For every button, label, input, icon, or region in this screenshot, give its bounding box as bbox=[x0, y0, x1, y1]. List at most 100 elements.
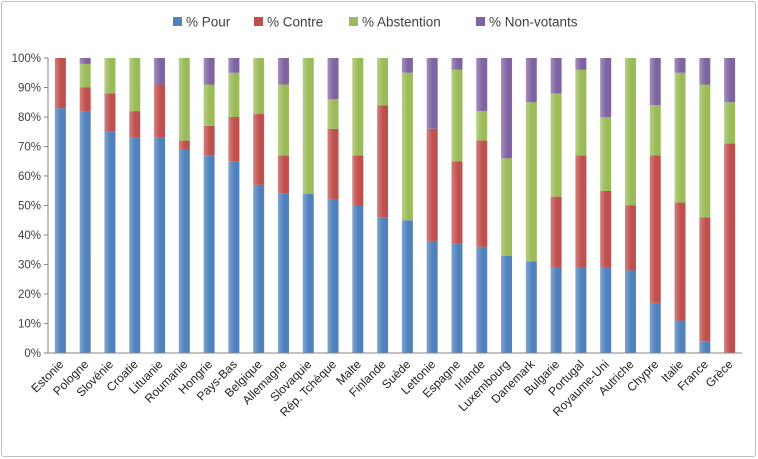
bar-segment bbox=[352, 205, 364, 353]
x-axis: EstoniePologneSlovénieCroatieLituanieRou… bbox=[28, 352, 742, 419]
bar-stack bbox=[302, 58, 314, 353]
bar-segment bbox=[277, 84, 289, 156]
bar-segment bbox=[327, 128, 339, 200]
y-tick-label: 50% bbox=[18, 201, 41, 213]
bar-segment bbox=[525, 102, 537, 262]
legend: % Pour % Contre % Abstention % Non-votants bbox=[173, 15, 578, 30]
bar-segment bbox=[525, 58, 537, 103]
bar-segment bbox=[476, 111, 488, 141]
bar-segment bbox=[426, 240, 438, 353]
legend-swatch bbox=[349, 17, 358, 26]
y-tick-label: 60% bbox=[18, 171, 41, 183]
bar-segment bbox=[79, 58, 91, 64]
bar-segment bbox=[476, 140, 488, 247]
legend-item-3: % Abstention bbox=[349, 15, 441, 30]
bar-segment bbox=[79, 87, 91, 112]
bar-segment bbox=[253, 58, 265, 115]
bar-segment bbox=[649, 302, 661, 353]
bar-segment bbox=[550, 267, 562, 353]
bar-segment bbox=[575, 58, 587, 70]
bar-stack bbox=[649, 58, 661, 353]
bar-stack bbox=[575, 58, 587, 353]
y-tick-label: 90% bbox=[18, 83, 41, 95]
bar-segment bbox=[451, 58, 463, 70]
bar-segment bbox=[575, 155, 587, 268]
bar-segment bbox=[327, 99, 339, 129]
bar-segment bbox=[104, 131, 116, 353]
bar-segment bbox=[54, 58, 66, 109]
y-tick-label: 80% bbox=[18, 112, 41, 124]
bar-segment bbox=[649, 155, 661, 303]
bar-segment bbox=[724, 58, 736, 103]
bar-segment bbox=[674, 58, 686, 73]
bar-segment bbox=[302, 193, 314, 353]
bar-stack bbox=[253, 58, 265, 353]
bar-stack bbox=[178, 58, 190, 353]
bar-segment bbox=[228, 117, 240, 162]
bar-segment bbox=[228, 58, 240, 73]
bar-segment bbox=[674, 202, 686, 321]
bar-segment bbox=[501, 255, 513, 353]
bar-segment bbox=[674, 72, 686, 203]
bar-segment bbox=[600, 190, 612, 268]
y-tick-label: 70% bbox=[18, 142, 41, 154]
bar-segment bbox=[476, 246, 488, 353]
legend-label: % Pour bbox=[186, 15, 231, 30]
legend-label: % Non-votants bbox=[489, 15, 578, 30]
bar-segment bbox=[501, 158, 513, 256]
bar-segment bbox=[154, 58, 166, 85]
bar-segment bbox=[624, 58, 636, 206]
bar-segment bbox=[550, 58, 562, 94]
bar-segment bbox=[600, 58, 612, 117]
bar-segment bbox=[228, 72, 240, 117]
bar-segment bbox=[129, 58, 141, 112]
bar-stack bbox=[277, 58, 289, 353]
bar-segment bbox=[203, 58, 215, 85]
bar-stack bbox=[550, 58, 562, 353]
x-tick-label: Grèce bbox=[703, 357, 736, 390]
bar-stack bbox=[674, 58, 686, 353]
bar-segment bbox=[327, 58, 339, 100]
bar-segment bbox=[699, 341, 711, 353]
legend-item-4: % Non-votants bbox=[476, 15, 578, 30]
bar-stack bbox=[624, 58, 636, 353]
bar-segment bbox=[624, 270, 636, 353]
bar-segment bbox=[104, 93, 116, 132]
bar-segment bbox=[54, 108, 66, 354]
bar-segment bbox=[426, 128, 438, 241]
bar-segment bbox=[699, 84, 711, 218]
bar-segment bbox=[575, 69, 587, 156]
bar-stack bbox=[401, 58, 413, 353]
bar-segment bbox=[228, 161, 240, 353]
bar-segment bbox=[377, 217, 389, 353]
bar-segment bbox=[277, 58, 289, 85]
bar-segment bbox=[79, 111, 91, 353]
bar-segment bbox=[203, 155, 215, 353]
bar-segment bbox=[302, 58, 314, 194]
bar-segment bbox=[377, 58, 389, 106]
bar-stack bbox=[476, 58, 488, 353]
bar-segment bbox=[600, 117, 612, 191]
bar-segment bbox=[724, 102, 736, 144]
bar-segment bbox=[253, 114, 265, 185]
bar-segment bbox=[129, 137, 141, 353]
bars bbox=[54, 58, 736, 354]
bar-stack bbox=[525, 58, 537, 353]
bar-segment bbox=[377, 105, 389, 218]
bar-stack bbox=[724, 58, 736, 353]
bar-stack bbox=[327, 58, 339, 353]
y-tick-label: 20% bbox=[18, 289, 41, 301]
bar-stack bbox=[600, 58, 612, 353]
bar-segment bbox=[104, 58, 116, 94]
bar-stack bbox=[426, 58, 438, 353]
y-tick-label: 0% bbox=[24, 348, 41, 360]
bar-segment bbox=[154, 84, 166, 138]
bar-segment bbox=[79, 63, 91, 88]
bar-segment bbox=[724, 143, 736, 353]
legend-label: % Contre bbox=[267, 15, 323, 30]
legend-item-2: % Contre bbox=[254, 15, 323, 30]
bar-segment bbox=[624, 205, 636, 271]
bar-stack bbox=[377, 58, 389, 353]
bar-stack bbox=[699, 58, 711, 353]
